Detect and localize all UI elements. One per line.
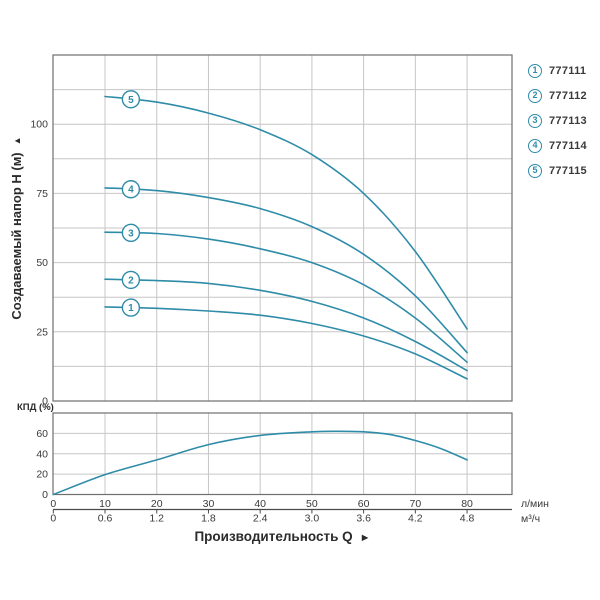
x-tick-label-lmin: 80 bbox=[461, 498, 473, 510]
legend-model-label: 777113 bbox=[549, 114, 587, 127]
x-tick-label-lmin: 10 bbox=[99, 498, 111, 510]
up-arrow-icon: ▲ bbox=[12, 136, 22, 146]
x-axis-title: Производительность Q ► bbox=[53, 529, 512, 544]
efficiency-curve bbox=[52, 430, 468, 496]
curve-marker-number: 2 bbox=[128, 275, 134, 286]
x-tick-label-m3h: 0 bbox=[50, 513, 56, 525]
curve-777113 bbox=[104, 231, 468, 363]
legend-model-label: 777115 bbox=[549, 164, 587, 177]
unit-label-m3h: м³/ч bbox=[521, 513, 541, 525]
y-tick-label-head: 100 bbox=[30, 119, 48, 131]
x-tick-label-lmin: 20 bbox=[151, 498, 163, 510]
legend-circle-4: 4 bbox=[528, 138, 542, 153]
legend-circle-2: 2 bbox=[528, 88, 542, 103]
x-tick-label-m3h: 4.8 bbox=[460, 513, 475, 525]
x-axis-title-text: Производительность Q bbox=[194, 529, 353, 544]
y-axis-title: Создаваемый напор H (м) ▲ bbox=[9, 54, 27, 402]
legend-circle-1: 1 bbox=[528, 63, 542, 78]
legend-item-777112: 2 777112 bbox=[528, 83, 587, 108]
y-tick-label-eff: 60 bbox=[36, 428, 48, 440]
curve-marker-number: 4 bbox=[128, 185, 134, 196]
x-tick-label-m3h: 0.6 bbox=[98, 513, 113, 525]
y-tick-label-head: 0 bbox=[42, 396, 48, 408]
legend-model-label: 777111 bbox=[549, 64, 587, 77]
curve-777112 bbox=[104, 278, 468, 372]
x-tick-label-m3h: 3.0 bbox=[305, 513, 320, 525]
curve-marker-number: 5 bbox=[128, 95, 134, 106]
x-tick-label-lmin: 0 bbox=[50, 498, 56, 510]
legend-item-777111: 1 777111 bbox=[528, 58, 587, 83]
legend-item-777115: 5 777115 bbox=[528, 158, 587, 183]
x-tick-label-lmin: 70 bbox=[409, 498, 421, 510]
legend-circle-5: 5 bbox=[528, 163, 542, 178]
legend-item-777113: 3 777113 bbox=[528, 108, 587, 133]
curve-marker-3 bbox=[121, 223, 141, 243]
y-tick-label-eff: 0 bbox=[42, 489, 48, 501]
legend: 1 777111 2 777112 3 777113 4 777114 5 777115 bbox=[528, 58, 587, 183]
x-tick-label-m3h: 1.2 bbox=[149, 513, 164, 525]
curve-marker-1 bbox=[121, 298, 141, 317]
legend-circle-3: 3 bbox=[528, 113, 542, 128]
x-tick-label-lmin: 60 bbox=[358, 498, 370, 510]
y-tick-label-head: 25 bbox=[36, 326, 48, 338]
efficiency-axis-title: КПД (%) bbox=[17, 402, 54, 413]
curve-marker-5 bbox=[121, 90, 141, 109]
x-tick-label-m3h: 4.2 bbox=[408, 513, 423, 525]
legend-model-label: 777114 bbox=[549, 139, 587, 152]
legend-model-label: 777112 bbox=[549, 89, 587, 102]
right-arrow-icon: ► bbox=[359, 532, 371, 544]
x-tick-label-lmin: 30 bbox=[203, 498, 215, 510]
curve-marker-number: 3 bbox=[128, 228, 134, 239]
x-tick-label-m3h: 2.4 bbox=[253, 513, 268, 525]
unit-label-lmin: л/мин bbox=[521, 498, 549, 510]
x-tick-label-m3h: 1.8 bbox=[201, 513, 216, 525]
y-axis-title-text: Создаваемый напор H (м) bbox=[9, 152, 24, 320]
x-tick-label-m3h: 3.6 bbox=[356, 513, 371, 525]
y-tick-label-head: 50 bbox=[36, 257, 48, 269]
efficiency-plot-border bbox=[52, 412, 513, 496]
y-tick-label-eff: 40 bbox=[36, 448, 48, 460]
legend-item-777114: 4 777114 bbox=[528, 133, 587, 158]
curve-marker-2 bbox=[121, 270, 141, 290]
x-tick-label-lmin: 40 bbox=[254, 498, 266, 510]
curve-marker-4 bbox=[121, 180, 141, 199]
y-tick-label-eff: 20 bbox=[36, 469, 48, 481]
y-tick-label-head: 75 bbox=[36, 188, 48, 200]
curve-marker-number: 1 bbox=[128, 303, 134, 314]
x-tick-label-lmin: 50 bbox=[306, 498, 318, 510]
curve-777115 bbox=[104, 95, 468, 330]
curve-777111 bbox=[104, 306, 468, 380]
main-plot-border bbox=[52, 54, 513, 402]
curve-777114 bbox=[104, 187, 468, 354]
